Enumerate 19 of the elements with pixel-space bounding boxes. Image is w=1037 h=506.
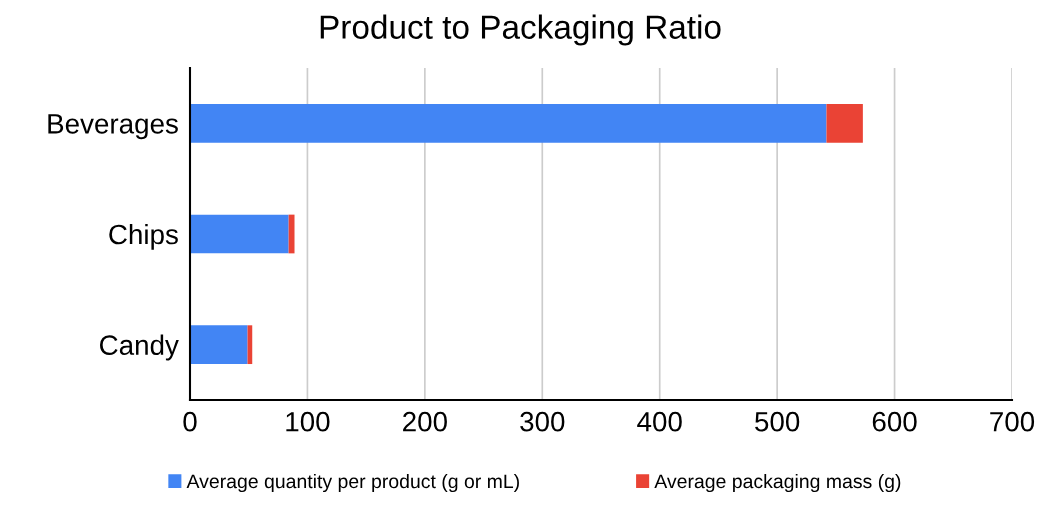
bar [190, 103, 827, 143]
chart-title: Product to Packaging Ratio [320, 14, 721, 46]
y-tick-label: Beverages [48, 114, 178, 140]
x-tick-label: 700 [990, 411, 1035, 432]
bar [826, 103, 863, 143]
x-tick-label: 0 [183, 411, 197, 432]
x-tick-label: 200 [403, 411, 447, 432]
x-tick-label: 100 [286, 411, 330, 432]
x-tick-label: 300 [520, 411, 565, 432]
x-tick-label: 400 [637, 411, 682, 432]
x-tick-label: 500 [755, 411, 800, 432]
bar [190, 325, 248, 365]
legend-label: Average packaging mass (g) [654, 473, 901, 493]
x-tick-label: 600 [872, 411, 917, 432]
legend-label: Average quantity per product (g or mL) [186, 473, 519, 493]
y-tick-label: Candy [100, 334, 179, 361]
bar [190, 214, 289, 254]
y-tick-label: Chips [109, 223, 178, 250]
bar [288, 214, 295, 254]
